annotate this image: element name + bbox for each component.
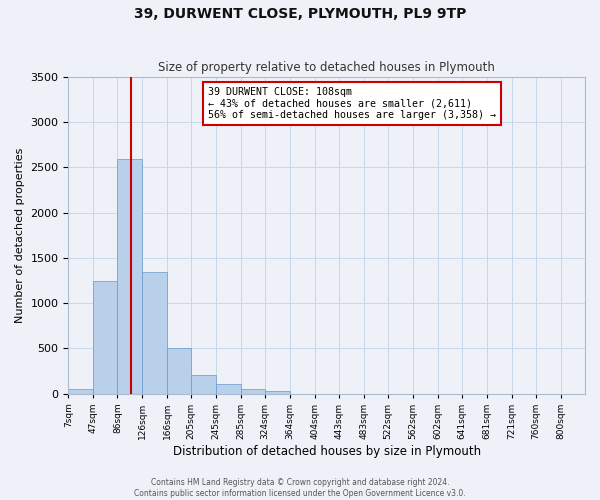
Bar — [241, 390, 265, 394]
Bar — [68, 389, 93, 394]
Text: 39 DURWENT CLOSE: 108sqm
← 43% of detached houses are smaller (2,611)
56% of sem: 39 DURWENT CLOSE: 108sqm ← 43% of detach… — [208, 86, 496, 120]
Title: Size of property relative to detached houses in Plymouth: Size of property relative to detached ho… — [158, 62, 495, 74]
Text: 39, DURWENT CLOSE, PLYMOUTH, PL9 9TP: 39, DURWENT CLOSE, PLYMOUTH, PL9 9TP — [134, 8, 466, 22]
Bar — [142, 272, 167, 394]
X-axis label: Distribution of detached houses by size in Plymouth: Distribution of detached houses by size … — [173, 444, 481, 458]
Bar — [167, 348, 191, 394]
Bar — [216, 384, 241, 394]
Y-axis label: Number of detached properties: Number of detached properties — [15, 148, 25, 323]
Bar — [93, 282, 118, 394]
Text: Contains HM Land Registry data © Crown copyright and database right 2024.
Contai: Contains HM Land Registry data © Crown c… — [134, 478, 466, 498]
Bar — [118, 160, 142, 394]
Bar — [265, 391, 290, 394]
Bar — [191, 376, 216, 394]
